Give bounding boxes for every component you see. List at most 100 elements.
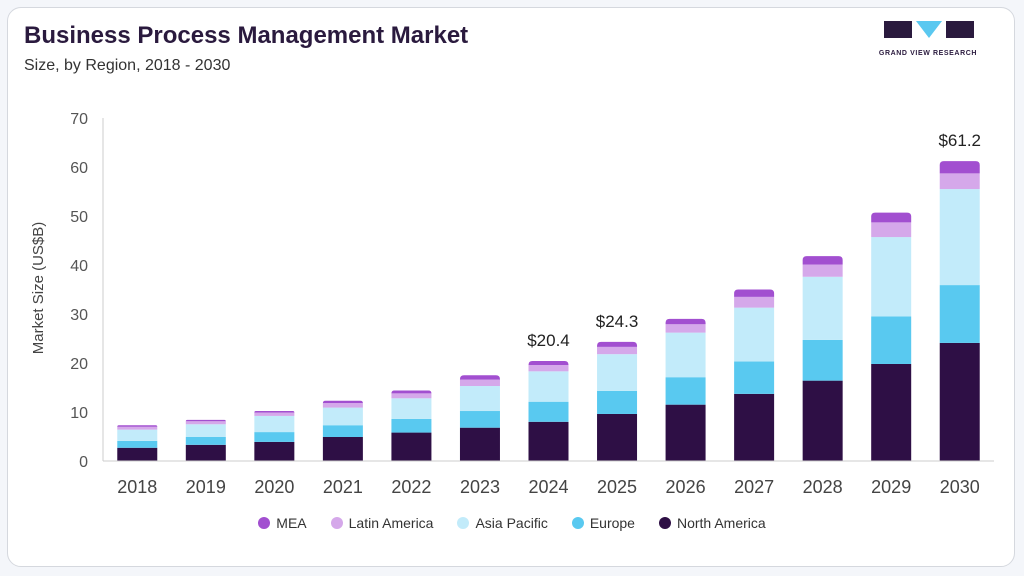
- grand-view-research-logo: GRAND VIEW RESEARCH: [876, 20, 980, 60]
- bar-segment: [391, 418, 432, 433]
- x-tick-label: 2025: [597, 477, 637, 497]
- bar-stack-2021: [322, 400, 363, 461]
- bar-segment: [871, 222, 912, 238]
- legend-label: Europe: [589, 515, 635, 531]
- x-tick-label: 2020: [254, 477, 294, 497]
- x-tick-label: 2030: [940, 477, 980, 497]
- data-label: $20.4: [527, 331, 570, 350]
- y-tick-label: 60: [70, 160, 88, 177]
- bar-segment: [322, 403, 363, 408]
- y-tick-label: 0: [79, 454, 88, 471]
- chart-card: [7, 7, 1015, 567]
- x-tick-label: 2023: [460, 477, 500, 497]
- bar-segment: [597, 341, 638, 347]
- legend-swatch: [258, 517, 271, 529]
- bar-segment: [185, 444, 226, 461]
- bar-segment: [939, 161, 980, 174]
- bar-segment: [939, 173, 980, 190]
- bar-segment: [254, 411, 295, 413]
- y-tick-label: 10: [70, 405, 88, 422]
- bar-segment: [871, 212, 912, 223]
- bar-segment: [939, 342, 980, 461]
- x-tick-label: 2022: [391, 477, 431, 497]
- bar-segment: [117, 425, 158, 427]
- bar-segment: [802, 256, 843, 265]
- bar-segment: [391, 390, 432, 394]
- chart-title: Business Process Management Market: [24, 22, 469, 49]
- legend-item: MEA: [258, 515, 307, 531]
- y-tick-label: 50: [70, 209, 88, 226]
- x-tick-label: 2028: [803, 477, 843, 497]
- y-axis-ticks: 0 10 20 30 40 50 60 70: [70, 111, 88, 471]
- bar-segment: [528, 401, 569, 422]
- legend-item: Europe: [571, 515, 635, 531]
- bar-segment: [734, 289, 775, 297]
- bar-segment: [459, 411, 500, 428]
- bar-segment: [528, 371, 569, 402]
- x-tick-label: 2029: [871, 477, 911, 497]
- legend-swatch: [658, 517, 671, 529]
- bars: [117, 161, 980, 461]
- bar-stack-2027: [734, 289, 775, 461]
- bar-segment: [254, 412, 295, 416]
- bar-segment: [117, 426, 158, 430]
- bar-segment: [117, 429, 158, 441]
- data-labels: $20.4 $24.3 $61.2: [527, 131, 981, 350]
- bar-stack-2026: [665, 318, 706, 461]
- legend-label: North America: [676, 515, 766, 531]
- x-tick-label: 2027: [734, 477, 774, 497]
- bar-segment: [734, 296, 775, 308]
- bar-segment: [665, 318, 706, 325]
- bar-segment: [871, 316, 912, 364]
- y-axis-label: Market Size (US$B): [30, 222, 47, 355]
- legend-swatch: [571, 517, 584, 529]
- y-tick-label: 30: [70, 307, 88, 324]
- bar-segment: [665, 404, 706, 461]
- bar-segment: [185, 436, 226, 445]
- logo-text: GRAND VIEW RESEARCH: [878, 50, 978, 57]
- bar-segment: [597, 346, 638, 355]
- bar-segment: [185, 419, 226, 422]
- bar-segment: [597, 390, 638, 414]
- bar-stack-2019: [185, 419, 226, 461]
- bar-segment: [459, 375, 500, 380]
- bar-segment: [597, 354, 638, 391]
- bar-segment: [185, 421, 226, 425]
- bar-segment: [802, 339, 843, 381]
- bar-segment: [597, 413, 638, 461]
- bar-segment: [322, 425, 363, 437]
- chart-subtitle: Size, by Region, 2018 - 2030: [24, 57, 231, 74]
- bar-stack-2024: [528, 361, 569, 461]
- bar-stack-2028: [802, 256, 843, 461]
- bar-segment: [665, 332, 706, 378]
- bar-stack-2018: [117, 425, 158, 461]
- bar-segment: [322, 436, 363, 461]
- bar-segment: [734, 393, 775, 461]
- bar-segment: [871, 237, 912, 317]
- x-tick-label: 2019: [186, 477, 226, 497]
- chart-legend: MEA Latin America Asia Pacific Europe North …: [0, 515, 1024, 531]
- bar-segment: [391, 393, 432, 399]
- bar-segment: [939, 189, 980, 286]
- bar-segment: [117, 440, 158, 448]
- bar-stack-2020: [254, 411, 295, 461]
- bar-segment: [254, 432, 295, 442]
- bar-segment: [391, 432, 432, 461]
- x-tick-label: 2024: [528, 477, 568, 497]
- bar-stack-2029: [871, 212, 912, 461]
- x-tick-label: 2026: [666, 477, 706, 497]
- y-axis-label-group: Market Size (US$B): [30, 222, 47, 355]
- bar-stack-2023: [459, 375, 500, 461]
- bar-stack-2030: [939, 161, 980, 461]
- data-label: $61.2: [938, 131, 981, 150]
- legend-label: MEA: [276, 515, 307, 531]
- bar-segment: [871, 363, 912, 461]
- y-tick-label: 40: [70, 258, 88, 275]
- legend-swatch: [330, 517, 343, 529]
- x-tick-label: 2021: [323, 477, 363, 497]
- bar-segment: [802, 264, 843, 277]
- bar-segment: [528, 364, 569, 372]
- bar-segment: [528, 421, 569, 461]
- y-tick-label: 20: [70, 356, 88, 373]
- bar-segment: [391, 398, 432, 419]
